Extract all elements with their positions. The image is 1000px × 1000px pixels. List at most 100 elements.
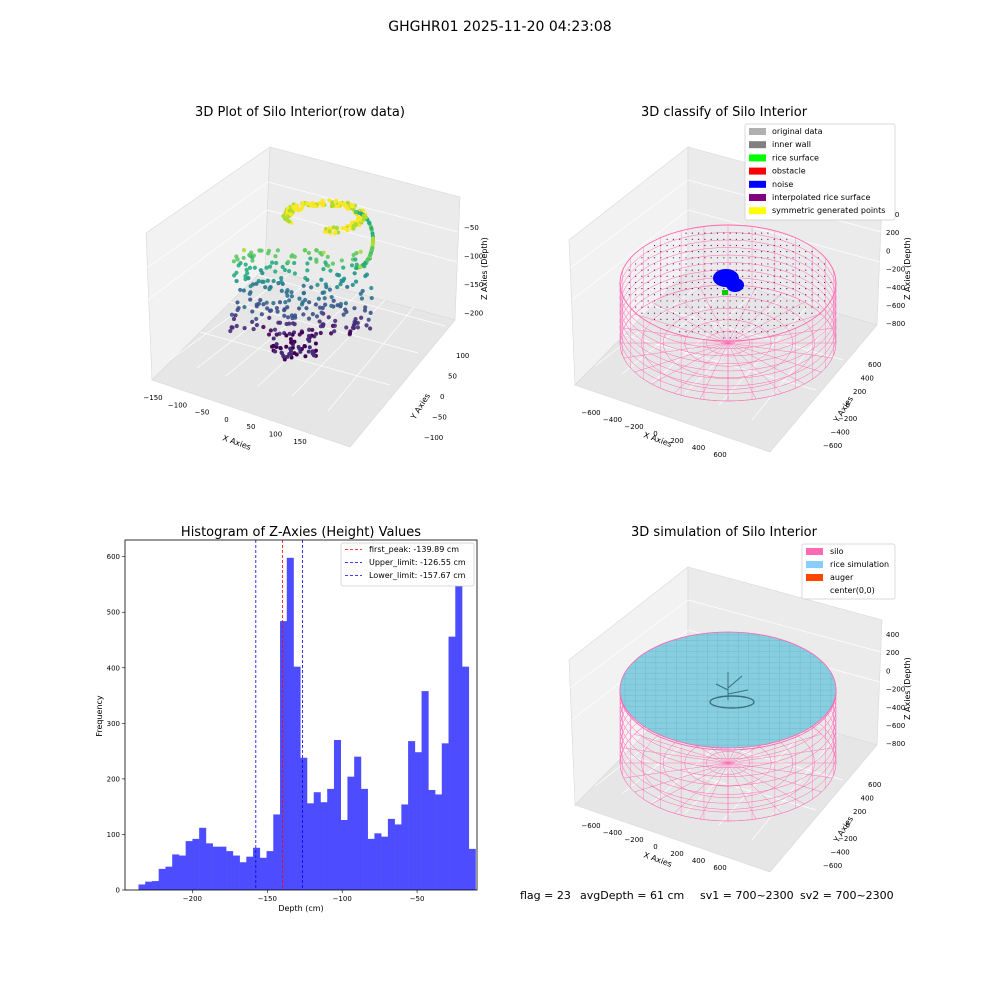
simulation-y-tick-label: −400 [831,849,850,857]
classify-surface-dot [635,294,637,296]
raw-point [306,349,311,354]
classify-surface-dot [660,306,662,308]
classify-surface-dot [698,257,700,259]
raw-point [353,279,359,284]
classify-surface-dot [779,257,782,259]
classify-surface-dot [716,318,719,320]
histogram-x-tick-label: −150 [258,895,277,903]
classify-surface-dot [817,294,819,296]
simulation-y-tick-label: −200 [838,835,857,843]
histogram-bar [327,788,335,890]
classify-surface-dot [704,306,706,308]
raw-point [250,309,255,314]
classify-surface-dot [773,294,775,296]
classify-surface-dot [660,251,662,253]
classify-surface-dot [811,275,813,277]
classify-surface-dot [710,238,712,240]
raw-point [246,276,251,281]
histogram-x-tick-label: −100 [333,895,352,903]
classify-silo-bottom-spoke [727,342,805,385]
classify-surface-dot [754,238,756,240]
raw-point [349,263,355,268]
classify-surface-dot [735,263,738,265]
classify-surface-dot [779,288,782,290]
raw-point [306,250,311,255]
classify-surface-dot [660,318,662,320]
raw-point [273,254,278,259]
raw-point [287,298,292,303]
classify-surface-dot [798,251,801,253]
raw-x-tick-label: 50 [247,423,256,431]
classify-surface-dot [635,306,637,308]
classify-surface-dot [685,269,687,271]
classify-surface-dot [817,275,819,277]
raw-point [340,226,345,231]
raw-point [319,310,324,315]
raw-point [309,285,314,290]
histogram-bar [394,824,402,890]
classify-y-tick-label: 0 [846,402,850,410]
classify-surface-dot [723,312,725,314]
classify-surface-dot [805,288,807,290]
classify-surface-dot [761,269,763,271]
histogram-bar [253,847,261,890]
classify-surface-dot [660,244,662,247]
classify-surface-dot [754,251,756,253]
classify-surface-dot [792,312,794,314]
classify-surface-dot [660,275,662,277]
simulation-legend-label: center(0,0) [830,586,875,595]
raw-z-tick-label: −50 [464,224,479,232]
raw-point [249,250,254,255]
raw-point [320,290,325,295]
histogram-legend-box [340,542,475,587]
histogram-y-tick-label: 200 [107,775,120,783]
raw-point [305,201,310,206]
classify-surface-dot [761,257,763,259]
classify-surface-dot [779,318,782,320]
histogram-bar [320,802,328,890]
simulation-y-tick-label: 0 [846,822,850,830]
histogram-bar [435,794,443,890]
raw-point [367,221,372,226]
classify-surface-dot [641,294,643,296]
raw-point [260,279,265,284]
classify-surface-dot [672,238,675,240]
classify-x-tick-label: 200 [670,437,683,445]
raw-point [285,293,290,298]
classify-silo-bottom-spoke [673,342,729,394]
classify-surface-dot [660,294,662,296]
raw-point [355,325,361,330]
simulation-silo-bottom-spoke [727,747,833,764]
histogram-bar [178,855,186,890]
classify-x-tick-label: −400 [603,416,622,424]
classify-surface-dot [698,294,700,296]
histogram-legend-label: first_peak: -139.89 cm [369,545,459,554]
classify-surface-dot [691,238,693,240]
raw-point [332,329,337,334]
classify-surface-dot [666,244,668,247]
raw-point [341,265,346,270]
classify-surface-dot [685,275,687,277]
classify-surface-dot [704,244,706,247]
classify-surface-dot [735,331,738,333]
raw-y-tick-label: −100 [424,434,443,442]
classify-surface-dot [679,257,681,259]
raw-point [248,284,253,289]
classify-surface-dot [773,306,775,308]
histogram-legend: first_peak: -139.89 cm Upper_limit: -126.… [340,542,475,587]
classify-surface-dot [685,288,687,290]
classify-x-tick-label: 0 [653,430,657,438]
classify-surface-dot [792,269,794,271]
classify-surface-dot [672,269,675,271]
classify-surface-dot [653,318,656,320]
raw-point [360,288,365,294]
raw-z-tick-label: −200 [464,310,483,318]
classify-surface-dot [653,288,656,290]
raw-point [352,306,357,311]
classify-x-tick-label: −200 [624,423,643,431]
histogram-bar [354,756,362,890]
raw-point [318,330,323,336]
classify-surface-dot [767,324,769,327]
classify-surface-dot [805,251,807,253]
